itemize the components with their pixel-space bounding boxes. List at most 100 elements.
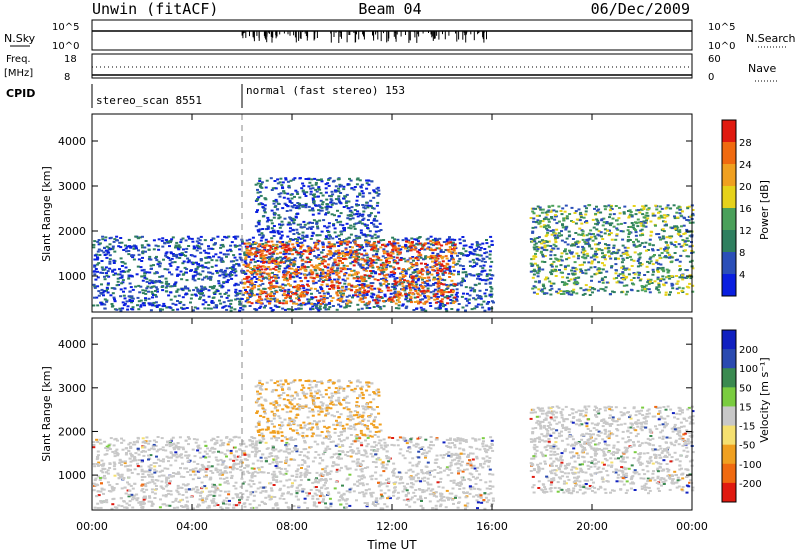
data-cell xyxy=(220,257,224,260)
data-cell xyxy=(542,285,546,287)
data-cell xyxy=(389,265,393,268)
data-cell xyxy=(313,304,317,306)
data-cell xyxy=(423,277,427,279)
data-cell xyxy=(534,252,537,255)
data-cell xyxy=(333,214,336,217)
data-cell xyxy=(629,211,633,213)
data-cell xyxy=(565,215,569,218)
data-cell xyxy=(108,248,112,251)
data-cell xyxy=(404,293,408,296)
data-cell xyxy=(394,294,398,296)
data-cell xyxy=(368,275,372,278)
data-cell xyxy=(265,250,269,253)
data-cell xyxy=(386,286,390,289)
data-cell xyxy=(279,192,283,195)
data-cell xyxy=(582,247,586,250)
data-cell xyxy=(333,278,337,281)
data-cell xyxy=(450,252,454,255)
data-cell xyxy=(557,234,561,237)
data-cell xyxy=(163,242,167,245)
data-cell xyxy=(309,287,313,290)
data-cell xyxy=(266,240,270,243)
data-cell xyxy=(318,219,322,222)
data-cell xyxy=(255,272,259,275)
data-cell xyxy=(155,271,159,274)
data-cell xyxy=(132,258,136,261)
data-cell xyxy=(238,256,242,259)
data-cell xyxy=(366,204,370,207)
data-cell xyxy=(299,284,303,287)
data-cell xyxy=(150,285,154,288)
data-cell xyxy=(193,247,197,249)
data-cell xyxy=(296,212,300,215)
data-cell xyxy=(363,303,367,306)
data-cell xyxy=(317,209,321,212)
data-cell xyxy=(306,227,309,230)
data-cell xyxy=(117,245,121,248)
data-cell xyxy=(408,281,412,284)
data-cell xyxy=(403,269,407,272)
data-cell xyxy=(161,289,165,292)
data-cell xyxy=(204,266,208,269)
data-cell xyxy=(490,287,494,290)
data-cell xyxy=(591,218,595,221)
data-cell xyxy=(319,295,323,298)
data-cell xyxy=(565,276,569,279)
data-cell xyxy=(560,239,564,242)
data-cell xyxy=(385,280,389,283)
data-cell xyxy=(96,257,100,260)
data-cell xyxy=(218,284,222,287)
data-cell xyxy=(285,270,289,273)
data-cell xyxy=(385,264,389,267)
data-cell xyxy=(245,276,249,279)
data-cell xyxy=(196,266,200,268)
data-cell xyxy=(123,302,127,305)
data-cell xyxy=(632,244,636,247)
data-cell xyxy=(689,215,693,218)
data-cell xyxy=(106,270,110,273)
data-cell xyxy=(274,265,278,268)
data-cell xyxy=(101,238,105,241)
data-cell xyxy=(393,238,397,241)
data-cell xyxy=(139,305,143,308)
data-cell xyxy=(245,239,249,242)
data-cell xyxy=(125,300,129,303)
data-cell xyxy=(346,241,350,244)
data-cell xyxy=(100,266,104,269)
data-cell xyxy=(345,222,349,225)
data-cell xyxy=(129,286,133,289)
data-cell xyxy=(343,282,347,285)
data-cell xyxy=(585,234,589,237)
data-cell xyxy=(537,246,541,249)
data-cell xyxy=(411,271,415,274)
data-cell xyxy=(370,180,374,183)
data-cell xyxy=(628,238,631,241)
data-cell xyxy=(668,277,672,280)
data-cell xyxy=(433,261,437,264)
data-cell xyxy=(652,270,655,273)
data-cell xyxy=(260,232,264,235)
data-cell xyxy=(615,277,619,279)
data-cell xyxy=(358,299,362,302)
data-cell xyxy=(595,247,599,250)
data-cell xyxy=(329,284,333,287)
data-cell xyxy=(583,205,587,208)
data-cell xyxy=(342,239,346,241)
data-cell xyxy=(324,191,328,194)
data-cell xyxy=(105,245,109,248)
data-cell xyxy=(355,249,359,252)
data-cell xyxy=(360,307,364,310)
data-cell xyxy=(122,294,126,297)
data-cell xyxy=(154,304,158,307)
data-cell xyxy=(606,229,609,232)
data-cell xyxy=(377,211,381,214)
data-cell xyxy=(116,239,119,242)
data-cell xyxy=(453,296,457,299)
data-cell xyxy=(407,283,411,286)
data-cell xyxy=(664,291,668,294)
data-cell xyxy=(317,257,321,260)
data-cell xyxy=(296,202,300,204)
data-cell xyxy=(337,303,341,306)
cpid-segment-1-label: stereo_scan 8551 xyxy=(96,94,202,107)
data-cell xyxy=(463,279,466,282)
